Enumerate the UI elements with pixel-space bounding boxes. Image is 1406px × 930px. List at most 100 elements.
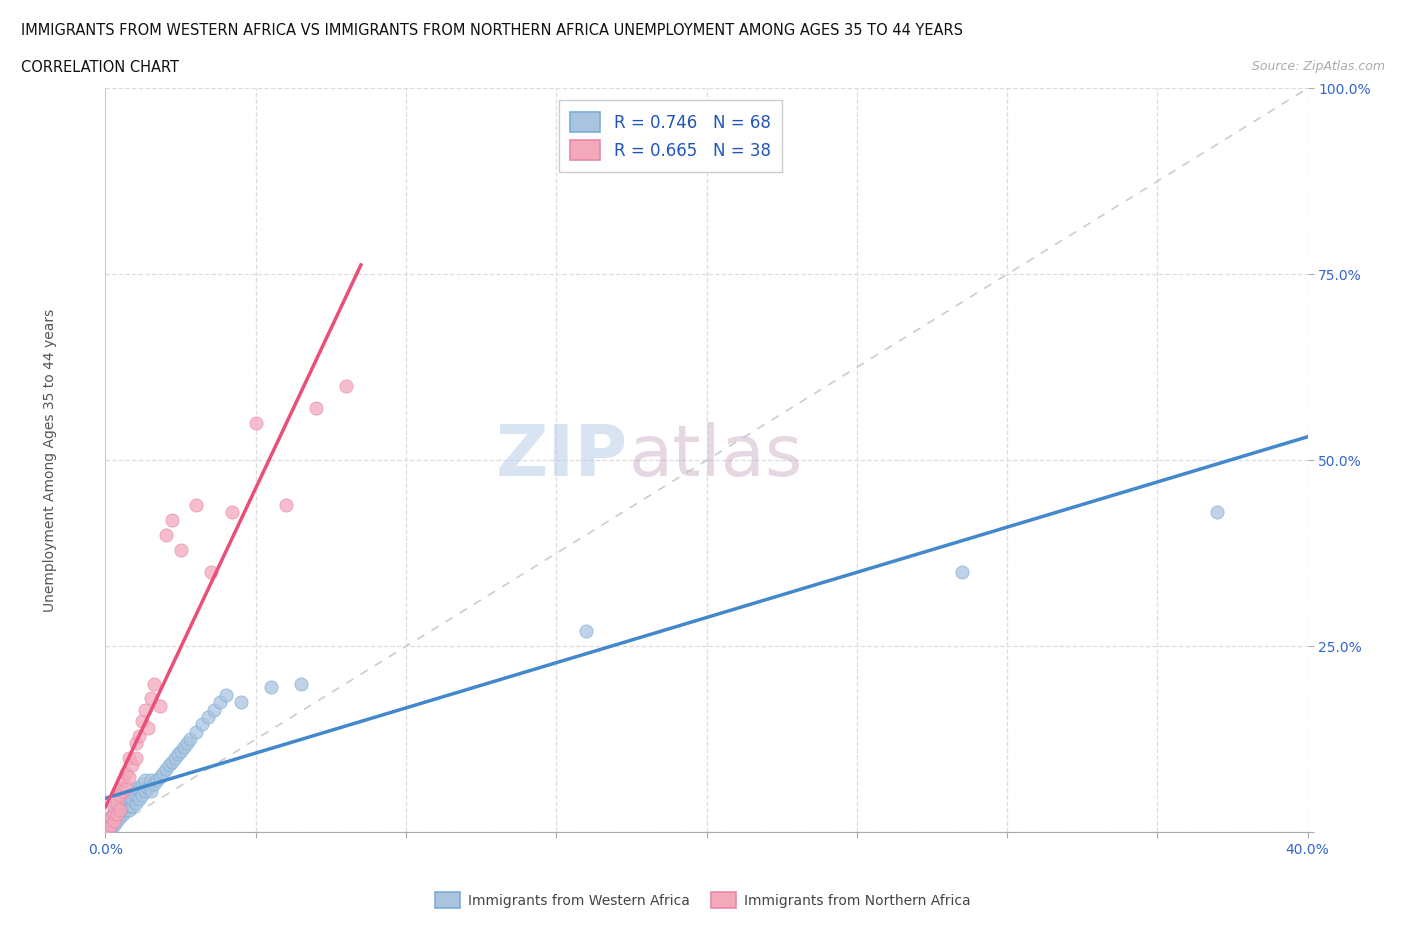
Point [115,795,138,810]
Point [121,799,143,814]
Point [121,791,143,806]
Point [166,747,188,762]
Point [190,717,212,732]
Point [124,788,146,803]
Text: atlas: atlas [628,422,803,491]
Point [97,817,120,832]
Point [131,788,153,803]
Point [107,810,129,825]
Point [100,814,122,829]
Point [100,817,122,832]
Point [112,773,135,788]
Point [107,806,129,821]
Point [118,803,141,817]
Point [110,803,132,817]
Text: ZIP: ZIP [496,422,628,491]
Point [950,565,973,579]
Point [148,769,170,784]
Point [118,799,141,814]
Point [128,728,150,743]
Point [118,791,141,806]
Point [229,695,252,710]
Point [97,814,120,829]
Text: Source: ZipAtlas.com: Source: ZipAtlas.com [1251,60,1385,73]
Point [173,739,195,754]
Point [110,780,132,795]
Point [103,799,125,814]
Point [335,379,357,393]
Point [139,773,162,788]
Point [103,814,125,829]
Text: CORRELATION CHART: CORRELATION CHART [21,60,179,75]
Point [115,799,138,814]
Point [110,788,132,803]
Point [100,821,122,836]
Point [103,810,125,825]
Point [103,814,125,829]
Point [103,803,125,817]
Point [134,773,156,788]
Point [139,691,162,706]
Point [152,765,174,780]
Point [107,803,129,817]
Point [142,676,165,691]
Point [103,806,125,821]
Point [163,751,186,765]
Point [274,498,297,512]
Point [103,806,125,821]
Point [97,821,120,836]
Point [110,806,132,821]
Point [118,751,141,765]
Point [124,795,146,810]
Point [1206,505,1229,520]
Point [121,758,143,773]
Point [169,542,191,557]
Point [110,810,132,825]
Point [115,780,138,795]
Point [131,777,153,791]
Point [112,799,135,814]
Point [155,762,177,777]
Point [128,791,150,806]
Point [124,751,146,765]
Point [115,765,138,780]
Point [134,784,156,799]
Point [97,821,120,836]
Point [107,806,129,821]
Point [134,702,156,717]
Point [179,732,201,747]
Point [136,721,159,736]
Point [160,512,183,527]
Y-axis label: Unemployment Among Ages 35 to 44 years: Unemployment Among Ages 35 to 44 years [42,309,56,612]
Point [142,777,165,791]
Point [145,773,167,788]
Point [245,416,267,431]
Point [100,817,122,832]
Point [290,676,312,691]
Point [184,498,207,512]
Point [575,624,598,639]
Point [107,814,129,829]
Point [157,758,180,773]
Point [100,810,122,825]
Point [110,803,132,817]
Point [305,401,328,416]
Point [112,784,135,799]
Point [131,713,153,728]
Point [124,780,146,795]
Point [136,780,159,795]
Point [200,565,222,579]
Point [128,780,150,795]
Point [103,817,125,832]
Point [107,795,129,810]
Point [160,754,183,769]
Point [214,687,236,702]
Point [97,814,120,829]
Point [124,736,146,751]
Point [112,803,135,817]
Point [260,680,283,695]
Point [118,769,141,784]
Point [155,527,177,542]
Point [139,784,162,799]
Text: IMMIGRANTS FROM WESTERN AFRICA VS IMMIGRANTS FROM NORTHERN AFRICA UNEMPLOYMENT A: IMMIGRANTS FROM WESTERN AFRICA VS IMMIGR… [21,23,963,38]
